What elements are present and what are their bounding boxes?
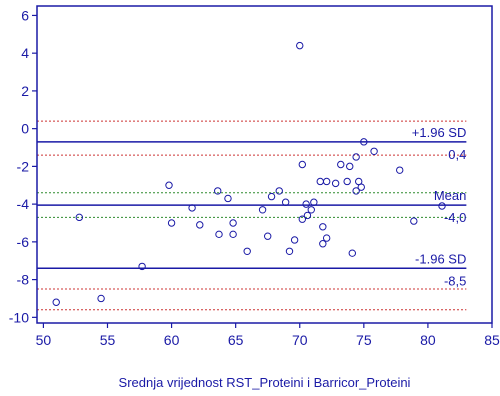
data-point-46 [438, 202, 446, 210]
ref-label-upper: +1.96 SD [412, 125, 467, 140]
ref-label-mean: Mean [434, 188, 467, 203]
data-point-5 [167, 219, 176, 227]
data-point-15 [264, 232, 272, 240]
data-point-18 [281, 198, 290, 206]
y-tick-label: -10 [9, 309, 29, 325]
data-point-6 [188, 204, 196, 212]
data-point-41 [357, 183, 365, 191]
y-tick-label: -2 [17, 158, 30, 174]
annotations: +1.96 SD 0,4 Mean -4,0 -1.96 SD -8,5 [412, 125, 467, 288]
y-tick-label: -4 [17, 196, 30, 212]
data-point-16 [267, 192, 276, 201]
data-point-29 [319, 223, 327, 231]
data-point-11 [229, 219, 237, 227]
x-tick-label: 60 [164, 332, 180, 348]
data-point-20 [290, 236, 299, 244]
data-point-1 [75, 213, 83, 222]
data-point-14 [258, 206, 267, 214]
x-tick-label: 65 [228, 332, 244, 348]
data-point-0 [52, 298, 60, 306]
ref-value-mean: -4,0 [444, 210, 466, 225]
reference-lines [37, 141, 467, 270]
data-point-8 [214, 187, 222, 195]
data-point-45 [410, 217, 418, 225]
y-tick-label: 2 [21, 83, 29, 99]
x-tick-label: 80 [420, 332, 436, 348]
confidence-interval-lines [37, 120, 467, 311]
x-tick-label: 75 [356, 332, 372, 348]
y-tick-label: -8 [17, 272, 30, 288]
data-point-10 [224, 194, 232, 203]
data-point-44 [396, 166, 404, 174]
data-point-37 [348, 249, 356, 257]
y-tick-label: 6 [21, 7, 29, 23]
x-tick-label: 85 [484, 332, 500, 348]
data-point-33 [331, 179, 340, 188]
data-points [52, 41, 446, 306]
x-tick-label: 50 [36, 332, 52, 348]
data-point-30 [319, 240, 327, 248]
data-point-43 [370, 147, 378, 155]
data-point-25 [303, 211, 312, 220]
data-point-24 [302, 200, 310, 208]
data-point-12 [229, 230, 237, 239]
data-point-28 [316, 177, 324, 186]
data-point-9 [215, 230, 223, 239]
data-point-27 [310, 198, 318, 206]
x-tick-label: 55 [100, 332, 116, 348]
x-tick-label: 70 [292, 332, 308, 348]
data-point-31 [322, 177, 331, 186]
data-point-38 [352, 153, 360, 161]
data-point-13 [243, 247, 251, 255]
y-axis: -10 -8 -6 -4 -2 0 2 4 6 [9, 7, 37, 325]
y-tick-label: 4 [21, 45, 29, 61]
ref-value-upper: 0,4 [448, 147, 466, 162]
plot-frame [36, 5, 493, 324]
ref-value-lower: -8,5 [444, 273, 466, 288]
data-point-21 [296, 41, 304, 50]
data-point-22 [298, 160, 307, 169]
y-tick-label: -6 [17, 234, 30, 250]
data-point-2 [97, 294, 105, 303]
data-point-26 [307, 206, 315, 214]
data-point-4 [165, 181, 173, 189]
data-point-42 [360, 138, 368, 146]
data-point-34 [337, 160, 345, 169]
ref-label-lower: -1.96 SD [415, 251, 466, 266]
data-point-39 [352, 187, 360, 195]
y-tick-label: 0 [21, 121, 29, 137]
data-point-23 [298, 215, 307, 223]
data-point-3 [138, 262, 146, 271]
data-point-7 [196, 221, 204, 229]
x-axis: 50 55 60 65 70 75 80 85 [36, 323, 500, 348]
data-point-17 [275, 187, 283, 195]
data-point-36 [346, 162, 354, 171]
data-point-32 [322, 234, 331, 242]
x-axis-label: Srednja vrijednost RST_Proteini i Barric… [119, 375, 411, 390]
data-point-35 [343, 177, 351, 186]
data-point-19 [285, 247, 294, 255]
